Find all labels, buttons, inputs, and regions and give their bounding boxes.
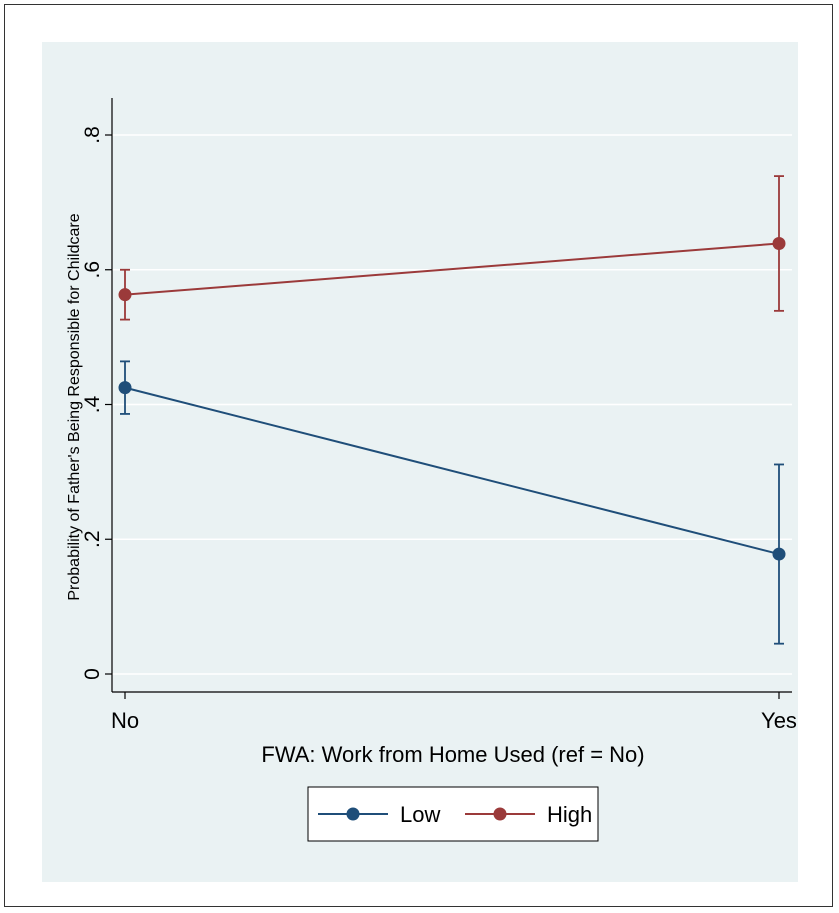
x-tick-label: No [111,708,139,733]
y-tick-label: 0 [81,668,104,680]
legend-marker-high [493,807,507,821]
data-point [118,381,132,395]
legend-label-high: High [547,802,592,827]
legend-label-low: Low [400,802,440,827]
y-tick-label: .4 [81,395,104,413]
x-tick-label: Yes [761,708,797,733]
series-high [118,175,786,321]
gridlines [112,134,792,675]
legend: Low High [307,786,599,842]
y-axis-label: Probability of Father's Being Responsibl… [66,213,83,600]
series-line [124,386,780,556]
x-axis-label: FWA: Work from Home Used (ref = No) [261,742,644,767]
data-point [772,547,786,561]
series-line [124,242,780,296]
y-tick-label: .8 [81,126,104,144]
data-point [118,288,132,302]
axes [111,98,792,693]
y-tick-label: .2 [81,530,104,548]
x-ticks: No Yes [111,692,797,733]
series-low [118,360,786,645]
y-tick-label: .6 [81,261,104,279]
legend-marker-low [346,807,360,821]
y-ticks: 0 .2 .4 .6 .8 [81,126,112,680]
data-point [772,236,786,250]
series-group [118,175,786,645]
